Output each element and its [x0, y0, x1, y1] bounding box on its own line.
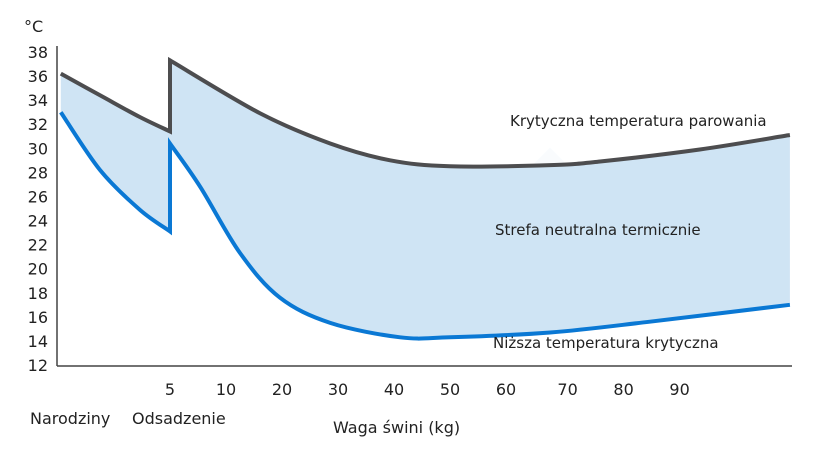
- y-tick-label: 26: [28, 187, 48, 206]
- y-tick-label: 24: [28, 212, 48, 231]
- y-tick-label: 34: [28, 91, 48, 110]
- y-tick-label: 36: [28, 67, 48, 86]
- stage-label-birth: Narodziny: [30, 409, 110, 428]
- annotation-neutral-zone: Strefa neutralna termicznie: [495, 221, 701, 239]
- y-tick-label: 22: [28, 236, 48, 255]
- y-tick-label: 16: [28, 308, 48, 327]
- x-tick-label: 50: [440, 380, 460, 399]
- x-tick-label: 90: [669, 380, 689, 399]
- y-tick-label: 28: [28, 163, 48, 182]
- y-tick-label: 30: [28, 139, 48, 158]
- x-tick-label: 5: [165, 380, 175, 399]
- series-line-upper-critical: [59, 56, 791, 169]
- y-tick-label: 32: [28, 115, 48, 134]
- series-line-lower-critical: [59, 111, 791, 341]
- annotation-upper-critical: Krytyczna temperatura parowania: [510, 112, 767, 130]
- x-tick-label: 30: [328, 380, 348, 399]
- x-tick-label: 60: [496, 380, 516, 399]
- y-tick-label: 14: [28, 332, 48, 351]
- y-tick-label: 18: [28, 284, 48, 303]
- x-tick-label: 40: [384, 380, 404, 399]
- stage-label-weaning: Odsadzenie: [132, 409, 226, 428]
- x-tick-label: 20: [272, 380, 292, 399]
- y-tick-label: 20: [28, 260, 48, 279]
- x-tick-label: 80: [613, 380, 633, 399]
- y-tick-label: 12: [28, 356, 48, 375]
- y-unit-label: °C: [24, 17, 43, 36]
- annotation-lower-critical: Niższa temperatura krytyczna: [493, 334, 719, 352]
- y-tick-label: 38: [28, 43, 48, 62]
- x-axis-title: Waga świni (kg): [333, 418, 460, 437]
- neutral-zone-band: [60, 60, 790, 339]
- x-tick-label: 10: [216, 380, 236, 399]
- x-tick-label: 70: [557, 380, 577, 399]
